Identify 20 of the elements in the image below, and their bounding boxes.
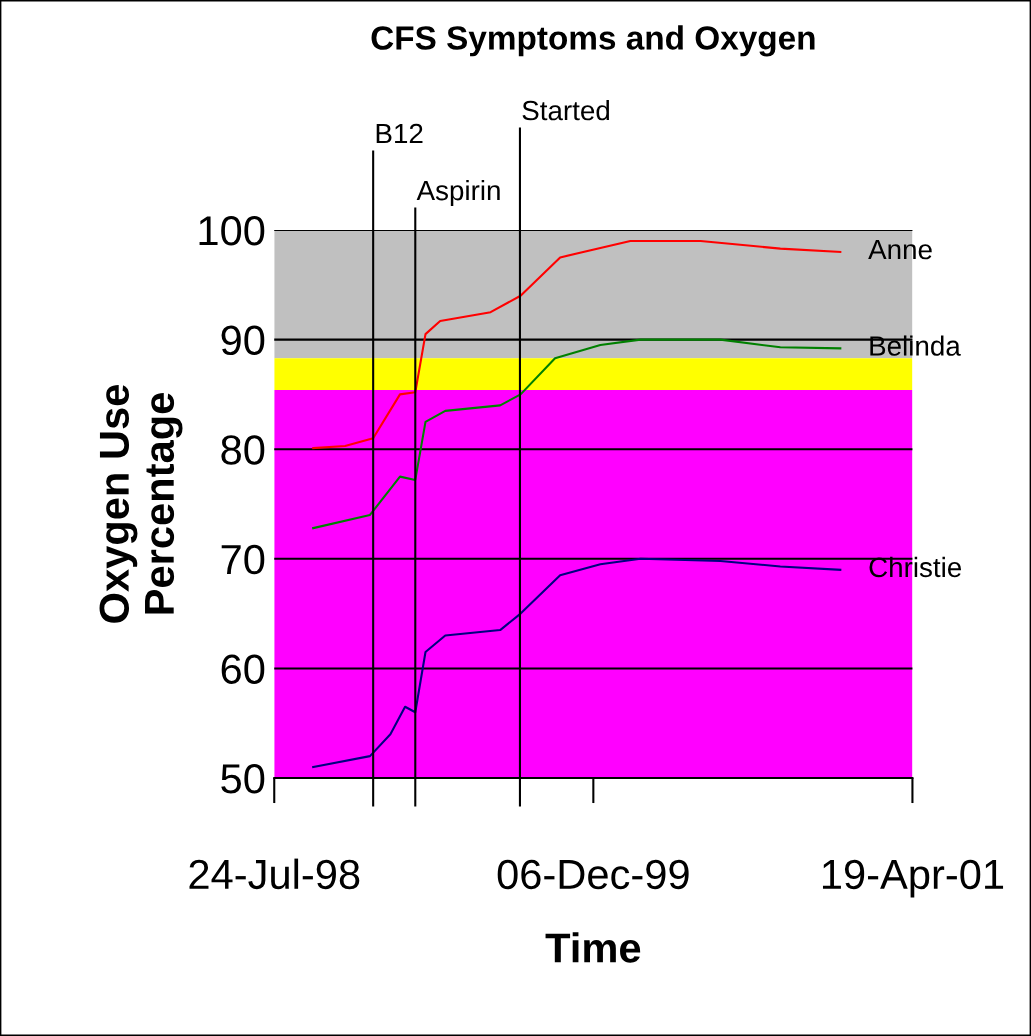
y-tick-label: 70 xyxy=(221,544,265,575)
ref-line-label: Started xyxy=(522,99,609,121)
y-tick-label: 90 xyxy=(221,325,265,356)
line-series xyxy=(312,239,842,450)
line-series xyxy=(312,557,842,769)
line-series xyxy=(312,338,842,530)
y-tick-label: 60 xyxy=(221,654,265,684)
series-label: Anne xyxy=(868,239,932,260)
y-tick-label: 50 xyxy=(221,764,265,794)
x-tick-label: 19-Apr-01 xyxy=(822,859,1004,898)
ref-line-label: B12 xyxy=(376,123,423,144)
x-axis-title: Time xyxy=(545,932,641,963)
y-tick-label: 80 xyxy=(221,435,265,465)
series-label: Belinda xyxy=(870,335,961,356)
x-tick-label: 24-Jul-98 xyxy=(189,858,360,890)
chart-title: CFS Symptoms and Oxygen xyxy=(371,25,815,57)
ref-line-label: Aspirin xyxy=(416,179,500,206)
x-tick-label: 06-Dec-99 xyxy=(497,859,689,890)
y-axis-title: Oxygen Use Percentage xyxy=(99,385,183,623)
y-tick-label: 100 xyxy=(199,215,265,246)
